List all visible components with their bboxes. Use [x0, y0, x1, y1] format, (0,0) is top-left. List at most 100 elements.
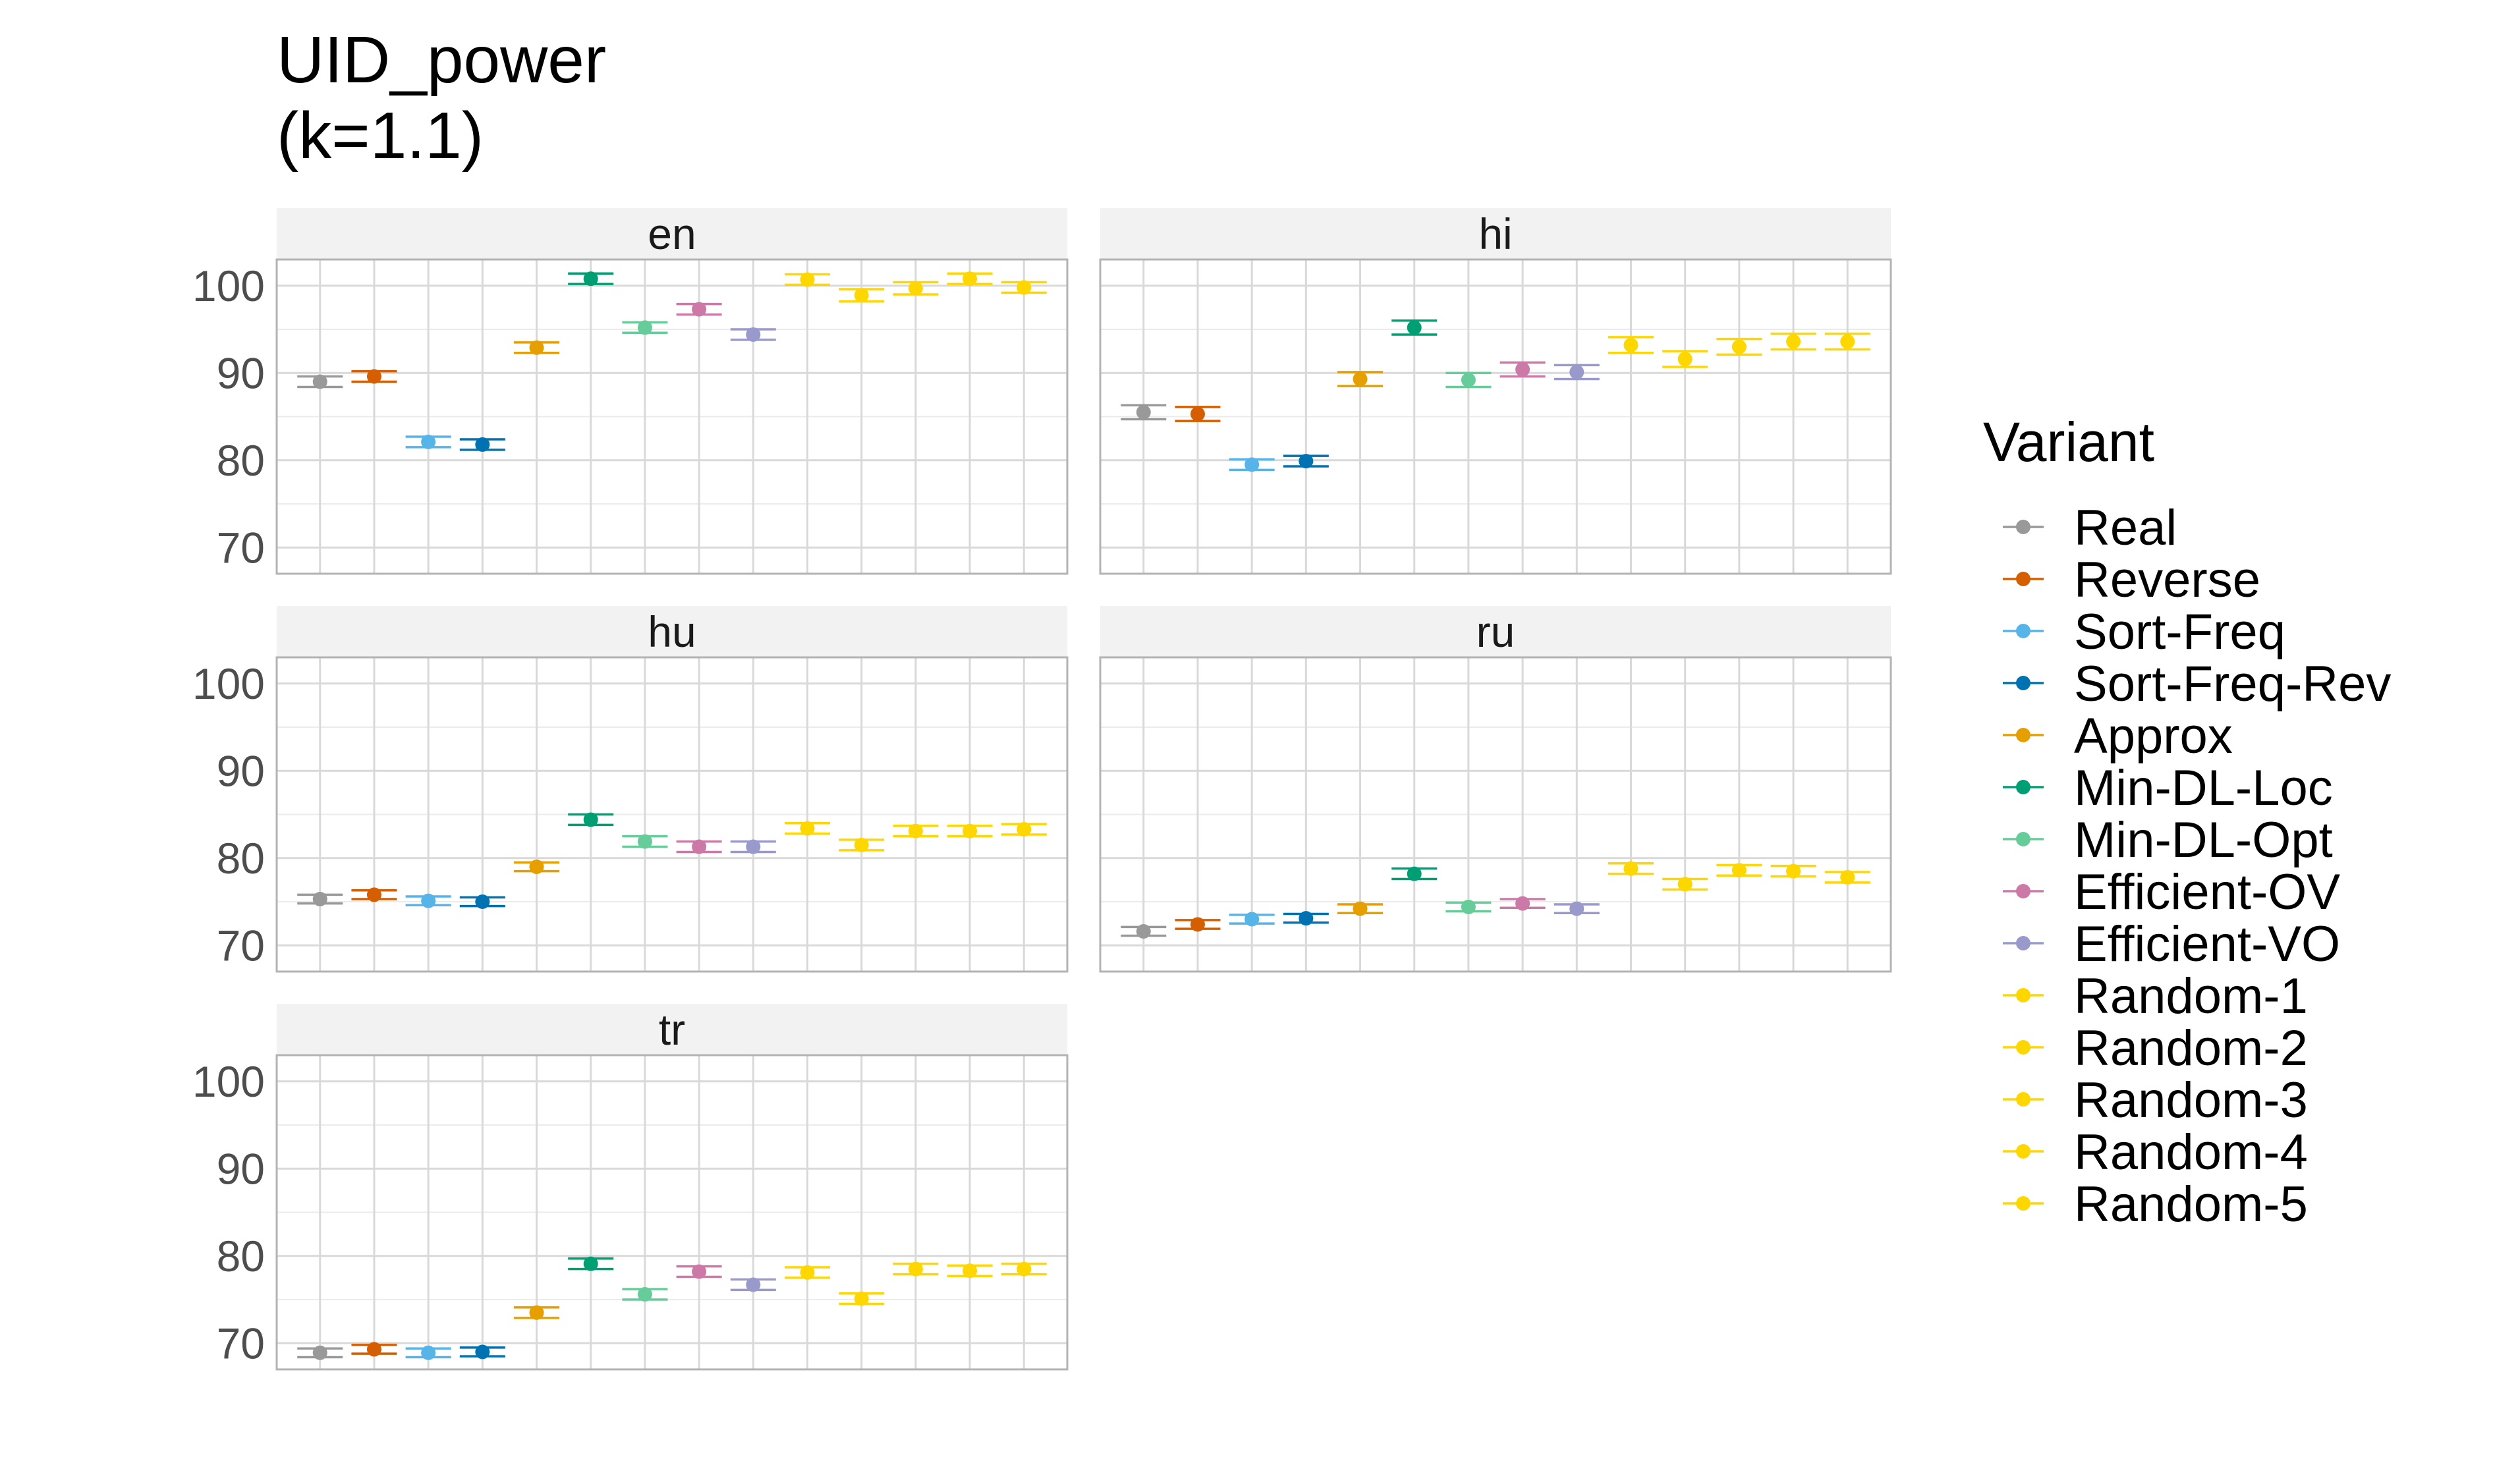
y-tick-label: 90 [217, 348, 265, 397]
point-random-5 [1017, 822, 1032, 837]
facet-panels: en 70 80 90 100 hi hu 70 80 90 100 ru tr 70 80 90 100 [192, 208, 1892, 1371]
legend-key-point [2016, 832, 2030, 846]
point-efficient-ov [692, 1264, 707, 1279]
y-tick-label: 70 [217, 921, 265, 970]
facet-strip-label: hi [1478, 209, 1512, 258]
facet-strip [277, 606, 1067, 657]
point-min-dl-opt [637, 834, 652, 849]
point-sort-freq [421, 1345, 436, 1360]
legend-key-point [2016, 1196, 2030, 1211]
legend-key-point [2016, 1040, 2030, 1055]
legend: Variant RealReverseSort-FreqSort-Freq-Re… [1983, 411, 2391, 1232]
point-sort-freq-rev [1299, 454, 1314, 469]
legend-label: Sort-Freq [2074, 604, 2285, 660]
legend-label: Real [2074, 500, 2177, 556]
y-tick-label: 100 [192, 261, 265, 310]
legend-key-point [2016, 1144, 2030, 1159]
point-reverse [1190, 406, 1205, 422]
legend-item: Min-DL-Loc [2003, 760, 2333, 816]
legend-item: Random-2 [2003, 1020, 2308, 1076]
point-efficient-vo [746, 1277, 761, 1292]
point-efficient-ov [1515, 896, 1530, 911]
facet-panel-hu: hu 70 80 90 100 [192, 606, 1069, 973]
point-approx [529, 340, 544, 355]
point-approx [529, 1305, 544, 1320]
point-random-3 [908, 1261, 923, 1276]
y-tick-label: 80 [217, 1232, 265, 1280]
facet-panel-en: en 70 80 90 100 [192, 208, 1069, 575]
legend-key-point [2016, 780, 2030, 794]
point-random-3 [1731, 863, 1747, 878]
point-min-dl-loc [1407, 320, 1422, 335]
legend-item: Sort-Freq-Rev [2003, 656, 2391, 712]
point-random-3 [908, 823, 923, 838]
legend-title: Variant [1983, 411, 2154, 473]
legend-key-point [2016, 676, 2030, 690]
legend-key-point [2016, 1092, 2030, 1107]
point-sort-freq [1245, 912, 1260, 927]
point-min-dl-opt [637, 1287, 652, 1302]
point-random-2 [1677, 352, 1693, 367]
point-random-2 [854, 288, 869, 303]
facet-strip-label: hu [648, 607, 696, 656]
point-approx [1353, 901, 1368, 916]
y-tick-label: 100 [192, 659, 265, 708]
y-tick-label: 90 [217, 1144, 265, 1193]
panel-border [275, 1054, 1069, 1371]
point-sort-freq [421, 434, 436, 449]
legend-item: Approx [2003, 708, 2233, 764]
legend-item: Random-3 [2003, 1072, 2308, 1128]
point-min-dl-loc [583, 1256, 598, 1271]
point-random-2 [854, 1291, 869, 1306]
legend-label: Random-3 [2074, 1072, 2308, 1128]
point-efficient-vo [746, 839, 761, 854]
point-reverse [1190, 917, 1205, 932]
point-random-3 [1731, 339, 1747, 354]
chart-title: UID_power [277, 23, 606, 97]
point-efficient-ov [692, 302, 707, 317]
facet-panel-ru: ru [1099, 606, 1892, 973]
point-random-5 [1840, 334, 1855, 349]
point-reverse [366, 369, 381, 384]
facet-strip-label: ru [1476, 607, 1515, 656]
facet-strip [1100, 208, 1891, 260]
point-sort-freq [1245, 457, 1260, 472]
point-real [1136, 404, 1151, 420]
facet-strip [277, 208, 1067, 260]
point-min-dl-opt [1461, 899, 1476, 914]
point-efficient-vo [1569, 364, 1584, 379]
legend-key-point [2016, 988, 2030, 1002]
facet-strip-label: tr [659, 1005, 685, 1054]
legend-key-point [2016, 624, 2030, 638]
point-min-dl-opt [637, 320, 652, 335]
point-reverse [366, 1342, 381, 1357]
y-tick-label: 70 [217, 1319, 265, 1367]
legend-key-point [2016, 728, 2030, 742]
point-reverse [366, 887, 381, 902]
point-min-dl-loc [583, 271, 598, 287]
chart-subtitle: (k=1.1) [277, 99, 484, 173]
point-approx [1353, 371, 1368, 387]
legend-label: Random-4 [2074, 1124, 2308, 1180]
point-sort-freq-rev [475, 1344, 490, 1359]
legend-label: Min-DL-Opt [2074, 812, 2333, 868]
point-random-4 [963, 271, 978, 287]
legend-item: Random-5 [2003, 1176, 2308, 1232]
legend-label: Random-5 [2074, 1176, 2308, 1232]
legend-item: Min-DL-Opt [2003, 812, 2333, 868]
legend-label: Approx [2074, 708, 2233, 764]
panel-border [1099, 258, 1892, 575]
point-real [1136, 924, 1151, 939]
point-random-5 [1017, 280, 1032, 295]
legend-label: Random-2 [2074, 1020, 2308, 1076]
point-efficient-vo [1569, 901, 1584, 916]
facet-strip-label: en [648, 209, 696, 258]
point-random-1 [1623, 337, 1638, 352]
panel-border [275, 258, 1069, 575]
point-random-4 [963, 823, 978, 838]
point-real [312, 892, 327, 907]
legend-key-point [2016, 936, 2030, 950]
legend-items: RealReverseSort-FreqSort-Freq-RevApproxM… [2003, 500, 2391, 1232]
facet-panel-hi: hi [1099, 208, 1892, 575]
legend-item: Random-1 [2003, 968, 2308, 1024]
